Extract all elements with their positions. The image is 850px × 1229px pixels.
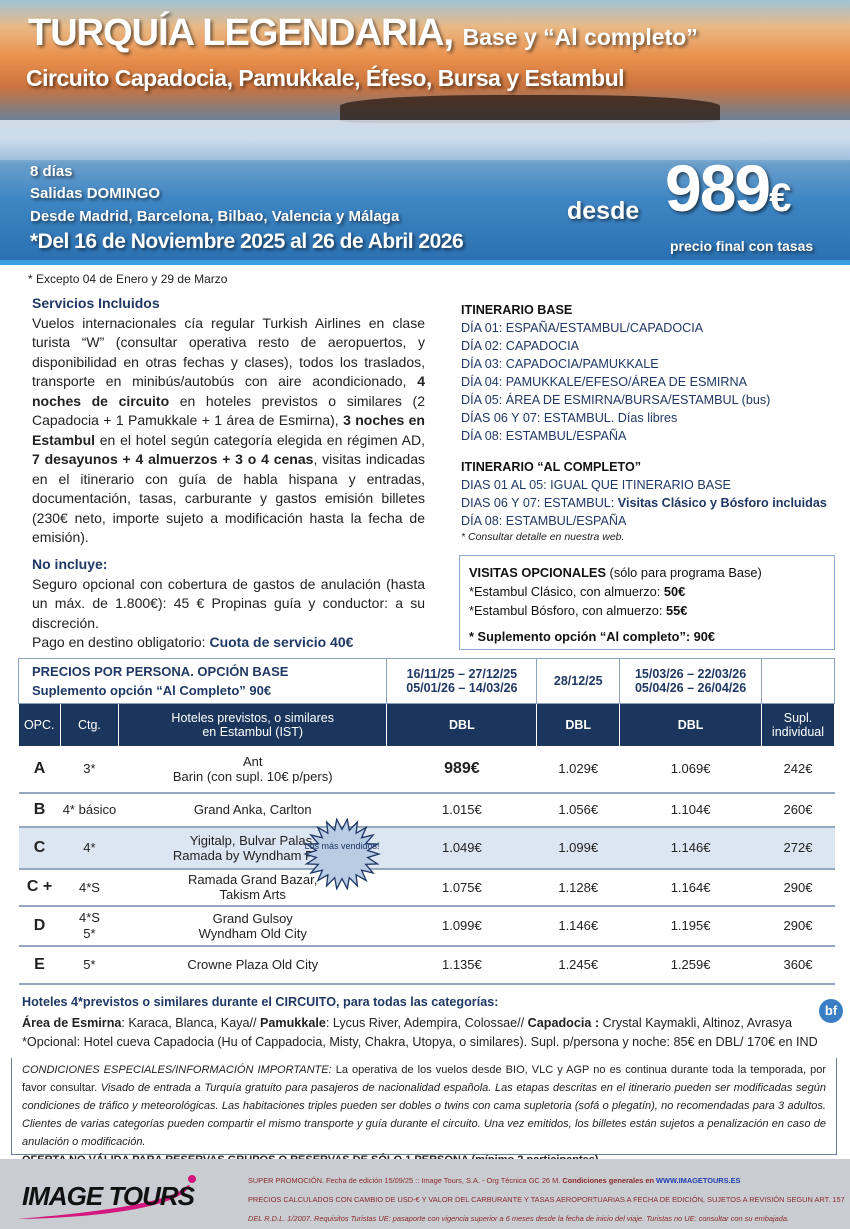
itinerary-day: DIAS 01 AL 05: IGUAL QUE ITINERARIO BASE: [461, 478, 731, 492]
itinerary-day: DIAS 06 Y 07: ESTAMBUL: Visitas Clásico …: [461, 496, 827, 510]
image-tours-logo: IMAGE TOURS: [22, 1181, 195, 1211]
col-ctg: Ctg.: [60, 703, 119, 746]
hero-banner: TURQUÍA LEGENDARIA, Base y “Al completo”…: [0, 0, 850, 265]
travel-dates: *Del 16 de Noviembre 2025 al 26 de Abril…: [30, 230, 464, 253]
not-included-section: No incluye: Seguro opcional con cobertur…: [32, 555, 425, 653]
services-text: Vuelos internacionales cía regular Turki…: [32, 314, 425, 546]
trip-days: 8 días: [30, 163, 73, 180]
website-link[interactable]: WWW.IMAGETOURS.ES: [656, 1176, 741, 1185]
col-dbl-2: DBL: [536, 703, 621, 746]
exception-note: * Excepto 04 de Enero y 29 de Marzo: [28, 272, 228, 286]
table-row: E 5* Crowne Plaza Old City 1.135€ 1.245€ 1.…: [18, 945, 835, 985]
page-title: TURQUÍA LEGENDARIA, Base y “Al completo”: [28, 12, 698, 55]
itinerary-day: DÍA 01: ESPAÑA/ESTAMBUL/CAPADOCIA: [461, 321, 704, 335]
title-suffix: Base y “Al completo”: [462, 24, 698, 50]
payment-text: Pago en destino obligatorio: Cuota de se…: [32, 634, 354, 650]
period-empty: [760, 658, 836, 704]
not-included-text: Seguro opcional con cobertura de gastos …: [32, 575, 425, 631]
services-section: Servicios Incluidos Vuelos internacional…: [32, 294, 425, 548]
best-seller-text: Los más vendidos!: [304, 841, 380, 851]
services-title: Servicios Incluidos: [32, 295, 160, 311]
price-table-title: PRECIOS POR PERSONA. OPCIÓN BASE Suplemen…: [17, 658, 388, 704]
itinerary-note: * Consultar detalle en nuestra web.: [461, 531, 625, 543]
best-seller-badge: Los más vendidos!: [302, 817, 382, 891]
itinerary-day: DÍA 08: ESTAMBUL/ESPAÑA: [461, 429, 627, 443]
price-note: precio final con tasas: [670, 238, 814, 254]
hero-terraces: [0, 120, 850, 160]
starburst-icon: [302, 817, 382, 891]
table-row: D 4*S 5* Grand Gulsoy Wyndham Old City 1.0…: [18, 905, 835, 947]
circuit-hotels-list: Área de Esmirna: Karaca, Blanca, Kaya// …: [22, 1016, 792, 1030]
conditions-box: CONDICIONES ESPECIALES/INFORMACIÓN IMPOR…: [11, 1058, 837, 1166]
title-main: TURQUÍA LEGENDARIA,: [28, 12, 454, 54]
table-row-highlight: C 4* Yigitalp, Bulvar Palas, Ramada by Wyn…: [18, 826, 835, 870]
optional-title: VISITAS OPCIONALES (sólo para programa B…: [469, 565, 762, 580]
footer-line-3: DEL R.D.L. 1/2007. Requisitos Turistas U…: [248, 1214, 790, 1223]
hero-trees: [340, 95, 720, 123]
itinerary-day: DÍA 08: ESTAMBUL/ESPAÑA: [461, 514, 627, 528]
circuit-hotels-optional: *Opcional: Hotel cueva Capadocia (Hu of …: [22, 1035, 818, 1049]
optional-visit: *Estambul Bósforo, con almuerzo: 55€: [469, 603, 688, 618]
table-row: A 3* Ant Barin (con supl. 10€ p/pers) 989€…: [18, 745, 835, 794]
optional-supplement: * Suplemento opción “Al completo”: 90€: [469, 629, 716, 644]
period-1: 16/11/25 – 27/12/25 05/01/26 – 14/03/26: [386, 658, 538, 704]
table-row: B 4* básico Grand Anka, Carlton 1.015€ 1.0…: [18, 792, 835, 828]
footer-line-2: PRECIOS CALCULADOS CON CAMBIO DE USD-€ Y…: [248, 1195, 845, 1204]
price-value: 989: [665, 151, 771, 225]
price-table: PRECIOS POR PERSONA. OPCIÓN BASE Suplemen…: [17, 658, 836, 985]
itinerary-day: DÍA 02: CAPADOCIA: [461, 339, 580, 353]
period-3: 15/03/26 – 22/03/26 05/04/26 – 26/04/26: [619, 658, 762, 704]
itinerary-day: DÍA 04: PAMUKKALE/EFESO/ÁREA DE ESMIRNA: [461, 375, 748, 389]
col-supl: Supl. individual: [761, 703, 836, 746]
table-row: C +4*S Ramada Grand Bazar, Takism Arts 1.…: [18, 868, 835, 907]
itinerary-day: DÍAS 06 Y 07: ESTAMBUL. Días libres: [461, 411, 678, 425]
divider: [0, 260, 850, 265]
itinerary-day: DÍA 05: ÁREA DE ESMIRNA/BURSA/ESTAMBUL (…: [461, 393, 771, 407]
itinerary-base-title: ITINERARIO BASE: [461, 303, 573, 317]
price-table-header: PRECIOS POR PERSONA. OPCIÓN BASE Suplemen…: [17, 658, 836, 704]
col-dbl-1: DBL: [386, 703, 538, 746]
price-currency: €: [769, 176, 791, 220]
price: 989€: [665, 150, 791, 226]
col-dbl-3: DBL: [619, 703, 762, 746]
col-opc: OPC.: [18, 703, 61, 746]
not-included-title: No incluye:: [32, 556, 108, 572]
subtitle: Circuito Capadocia, Pamukkale, Éfeso, Bu…: [26, 65, 625, 91]
itinerary-base: ITINERARIO BASE DÍA 01: ESPAÑA/ESTAMBUL/…: [461, 301, 770, 445]
itinerary-day: DÍA 03: CAPADOCIA/PAMUKKALE: [461, 357, 659, 371]
origins: Desde Madrid, Barcelona, Bilbao, Valenci…: [30, 208, 400, 225]
col-hotels: Hoteles previstos, o similares en Estambu…: [118, 703, 388, 746]
column-headers: OPC. Ctg. Hoteles previstos, o similares…: [18, 703, 836, 746]
itinerary-full: ITINERARIO “AL COMPLETO” DIAS 01 AL 05: …: [461, 458, 827, 544]
footer: IMAGE TOURS SUPER PROMOCIÓN. Fecha de ed…: [0, 1159, 850, 1229]
circuit-hotels-title: Hoteles 4*previstos o similares durante …: [22, 995, 499, 1009]
price-prefix: desde: [567, 197, 640, 225]
optional-visit: *Estambul Clásico, con almuerzo: 50€: [469, 584, 686, 599]
conditions-text: CONDICIONES ESPECIALES/INFORMACIÓN IMPOR…: [22, 1064, 827, 1148]
footer-line-1: SUPER PROMOCIÓN. Fecha de edición 15/09/…: [248, 1176, 741, 1185]
period-2: 28/12/25: [536, 658, 621, 704]
departures: Salidas DOMINGO: [30, 185, 161, 202]
optional-visits-box: VISITAS OPCIONALES (sólo para programa B…: [459, 555, 835, 650]
bf-logo-icon: bf: [819, 999, 843, 1023]
logo-swoosh-icon: [17, 1175, 196, 1219]
itinerary-full-title: ITINERARIO “AL COMPLETO”: [461, 460, 642, 474]
